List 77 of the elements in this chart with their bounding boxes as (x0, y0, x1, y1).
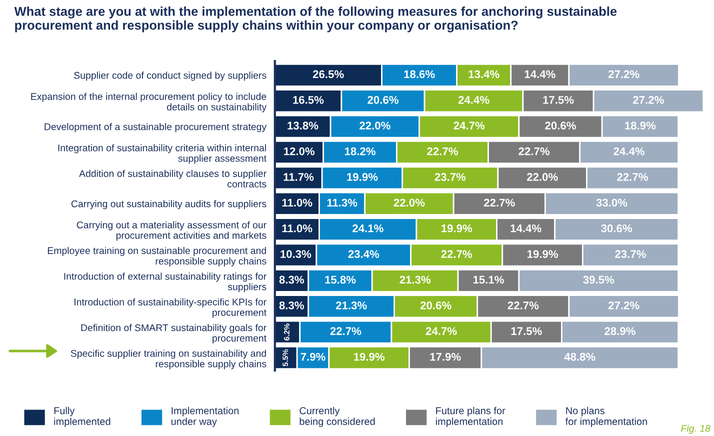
data-label: 17.9% (430, 352, 461, 361)
data-label: 23.7% (615, 250, 646, 258)
y-tick-label: Supplier code of conduct signed by suppliers (74, 72, 266, 81)
data-label: 11.3% (327, 198, 358, 207)
data-label: 22.7% (508, 301, 539, 310)
data-label: 22.7% (441, 250, 472, 258)
data-label: 13.4% (468, 70, 500, 78)
data-label: 19.9% (347, 173, 378, 181)
data-label: 17.5% (543, 96, 574, 104)
data-label: 22.7% (617, 173, 648, 181)
data-label: 19.9% (527, 250, 558, 258)
legend-label: Fully implemented (54, 406, 110, 427)
data-label: 16.5% (293, 96, 324, 104)
data-label: 22.7% (330, 327, 362, 336)
data-label: 26.5% (312, 70, 344, 78)
y-tick-label: Integration of sustainability criteria within internal supplier assessment (58, 144, 266, 164)
data-label: 22.7% (427, 147, 458, 156)
data-label: 22.7% (518, 147, 550, 156)
data-label: 18.9% (625, 122, 656, 130)
data-label: 22.0% (526, 173, 558, 181)
legend-label: Currently being considered (300, 406, 375, 427)
legend-label: Implementation under way (171, 406, 239, 427)
data-label: 20.6% (545, 122, 576, 130)
data-label: 12.0% (284, 147, 315, 156)
data-label: 23.4% (348, 250, 380, 258)
data-label: 21.3% (400, 276, 431, 284)
data-label: 8.3% (279, 301, 304, 310)
chart-title: What stage are you at with the implementation of the following measures for anchoring sustainable procurement and responsible supply chains within your company or organisation? (14, 6, 617, 32)
y-tick-label: Introduction of sustainability-specific KPIs for procurement (74, 298, 266, 318)
data-label: 18.6% (404, 70, 435, 78)
data-label: 24.1% (352, 224, 384, 232)
data-label: 19.9% (354, 352, 385, 361)
data-label: 11.0% (282, 198, 312, 207)
data-label: 8.3% (279, 276, 304, 284)
data-label: 27.2% (608, 70, 640, 78)
data-label: 22.7% (484, 198, 515, 207)
data-label: 10.3% (280, 250, 312, 258)
y-tick-label: Addition of sustainability clauses to supplier contracts (79, 170, 266, 188)
data-label: 19.9% (442, 224, 472, 232)
data-label: 48.8% (564, 352, 596, 361)
y-tick-label: Introduction of external sustainability ratings for suppliers (64, 272, 266, 292)
data-label: 14.4% (510, 224, 542, 232)
data-label: 22.0% (394, 198, 425, 207)
data-label: 24.7% (426, 327, 457, 336)
legend-label: Future plans for implementation (436, 406, 506, 427)
data-label: 11.7% (284, 173, 314, 181)
data-label: 14.4% (524, 70, 556, 78)
data-label: 21.3% (336, 301, 367, 310)
data-label: 27.2% (608, 301, 640, 310)
y-tick-label: Development of a sustainable procurement strategy (44, 123, 267, 132)
data-label: 24.7% (454, 122, 485, 130)
data-label: 39.5% (583, 276, 614, 284)
y-tick-label: Employee training on sustainable procurement and responsible supply chains (48, 246, 266, 266)
data-label: 28.9% (604, 327, 636, 336)
data-label: 17.5% (511, 327, 542, 336)
data-label: 11.0% (282, 224, 312, 232)
data-label: 22.0% (360, 122, 390, 130)
data-label: 33.0% (596, 198, 628, 207)
legend-label: No plans for implementation (565, 406, 647, 427)
data-label: 24.4% (614, 147, 645, 156)
y-tick-label: Definition of SMART sustainability goals for procurement (81, 324, 266, 344)
y-tick-label: Carrying out a materiality assessment of our procurement activities and markets (76, 221, 266, 241)
data-label: 23.7% (434, 173, 466, 181)
y-tick-label: Carrying out sustainability audits for suppliers (71, 200, 266, 210)
data-label: 13.8% (288, 122, 318, 130)
data-label: 7.9% (300, 352, 326, 361)
data-label: 15.8% (325, 276, 356, 284)
y-tick-label: Specific supplier training on sustainability and responsible supply chains (70, 350, 266, 370)
caption: Fig. 18 (681, 424, 710, 434)
data-label: 18.2% (344, 147, 376, 156)
data-label: 20.6% (368, 96, 398, 104)
data-label: 24.4% (458, 96, 490, 104)
y-tick-label: Expansion of the internal procurement policy to include details on sustainability (31, 92, 267, 112)
data-label: 27.2% (633, 96, 664, 104)
data-label: 30.6% (601, 224, 632, 232)
data-label: 15.1% (473, 276, 504, 284)
data-label: 20.6% (420, 301, 452, 310)
